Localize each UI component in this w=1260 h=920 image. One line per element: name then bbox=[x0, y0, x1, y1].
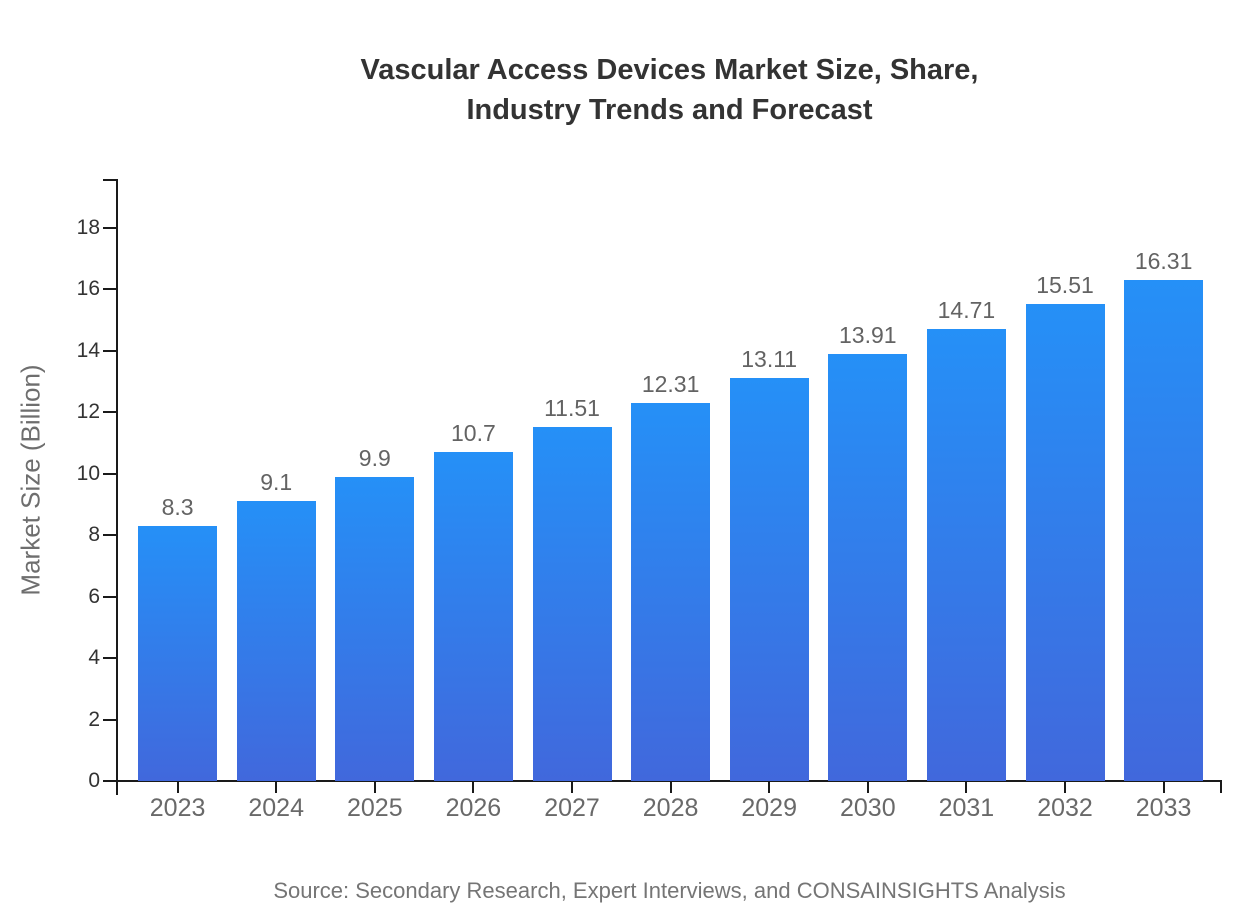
x-axis-tick-label: 2030 bbox=[839, 794, 896, 822]
bar-value-label: 10.7 bbox=[451, 420, 496, 447]
y-axis-tick bbox=[103, 595, 117, 598]
y-axis-tick bbox=[103, 349, 117, 352]
bar-2032 bbox=[1025, 304, 1105, 781]
y-axis-tick-label: 8 bbox=[88, 523, 100, 547]
bar-2024 bbox=[236, 501, 316, 781]
x-axis-end-cap bbox=[1220, 780, 1222, 793]
y-axis-tick bbox=[103, 657, 117, 660]
x-axis-tick-label: 2029 bbox=[741, 794, 797, 822]
y-axis-tick-label: 10 bbox=[76, 461, 100, 485]
bar-2025 bbox=[335, 476, 415, 781]
bar-2028 bbox=[631, 402, 711, 781]
y-axis-tick-label: 4 bbox=[88, 646, 100, 670]
bar-value-label: 11.51 bbox=[544, 395, 600, 422]
x-axis-tick-label: 2028 bbox=[642, 794, 699, 822]
bar-value-label: 16.31 bbox=[1134, 247, 1193, 274]
y-axis-tick bbox=[103, 718, 117, 721]
x-axis-tick-label: 2026 bbox=[445, 794, 502, 822]
x-axis-tick bbox=[768, 781, 771, 793]
x-axis-line bbox=[103, 780, 1222, 782]
x-axis-tick-label: 2031 bbox=[938, 794, 995, 822]
y-axis-tick bbox=[103, 534, 117, 537]
x-axis-tick-label: 2025 bbox=[346, 794, 403, 822]
x-axis-tick bbox=[275, 781, 278, 793]
y-axis-tick bbox=[103, 288, 117, 291]
bar-2026 bbox=[433, 452, 513, 781]
x-axis-tick bbox=[373, 781, 376, 793]
bar-value-label: 8.3 bbox=[161, 494, 194, 520]
y-axis-end-cap bbox=[103, 179, 118, 181]
y-axis-tick-label: 18 bbox=[76, 216, 100, 239]
bar-2030 bbox=[828, 353, 908, 781]
bar-value-label: 9.1 bbox=[260, 469, 293, 496]
y-axis-line bbox=[116, 179, 118, 795]
y-axis-tick-label: 16 bbox=[76, 277, 100, 301]
x-axis-tick-label: 2024 bbox=[248, 794, 304, 822]
bar-2031 bbox=[926, 329, 1006, 781]
bar-value-label: 15.51 bbox=[1036, 272, 1094, 299]
bar-value-label: 13.91 bbox=[839, 321, 897, 348]
x-axis-tick bbox=[1162, 781, 1165, 793]
x-axis-tick bbox=[571, 781, 573, 793]
bar-value-label: 9.9 bbox=[358, 444, 391, 471]
x-axis-tick bbox=[965, 781, 968, 793]
y-axis-tick-label: 12 bbox=[76, 400, 100, 424]
y-axis-tick-label: 2 bbox=[88, 707, 100, 731]
x-axis-tick-label: 2033 bbox=[1135, 794, 1192, 822]
bar-2023 bbox=[138, 526, 218, 781]
bar-2033 bbox=[1124, 279, 1204, 781]
y-axis-tick-label: 14 bbox=[76, 338, 100, 362]
x-axis-tick-label: 2032 bbox=[1037, 794, 1093, 822]
bar-value-label: 12.31 bbox=[641, 370, 700, 397]
x-axis-tick-label: 2027 bbox=[544, 794, 600, 822]
chart-title: Vascular Access Devices Market Size, Sha… bbox=[117, 50, 1222, 130]
bar-value-label: 14.71 bbox=[937, 297, 996, 324]
bar-2027 bbox=[532, 427, 612, 781]
y-axis-tick bbox=[103, 411, 117, 414]
y-axis-tick-label: 6 bbox=[88, 584, 100, 608]
y-axis-tick bbox=[103, 227, 117, 229]
y-axis-tick bbox=[103, 780, 117, 782]
x-axis-tick bbox=[176, 781, 179, 793]
x-axis-tick bbox=[472, 781, 475, 793]
chart-title-line1: Vascular Access Devices Market Size, Sha… bbox=[360, 54, 979, 86]
x-axis-tick bbox=[1064, 781, 1066, 793]
y-axis-tick-label: 0 bbox=[88, 769, 100, 792]
bar-2029 bbox=[729, 378, 809, 781]
x-axis-tick bbox=[866, 781, 869, 793]
y-axis-tick bbox=[103, 472, 117, 475]
x-axis-tick-label: 2023 bbox=[149, 794, 206, 822]
source-note: Source: Secondary Research, Expert Inter… bbox=[273, 878, 1066, 903]
x-axis-tick bbox=[669, 781, 672, 793]
chart-title-line2: Industry Trends and Forecast bbox=[466, 94, 873, 126]
bar-value-label: 13.11 bbox=[741, 346, 798, 373]
